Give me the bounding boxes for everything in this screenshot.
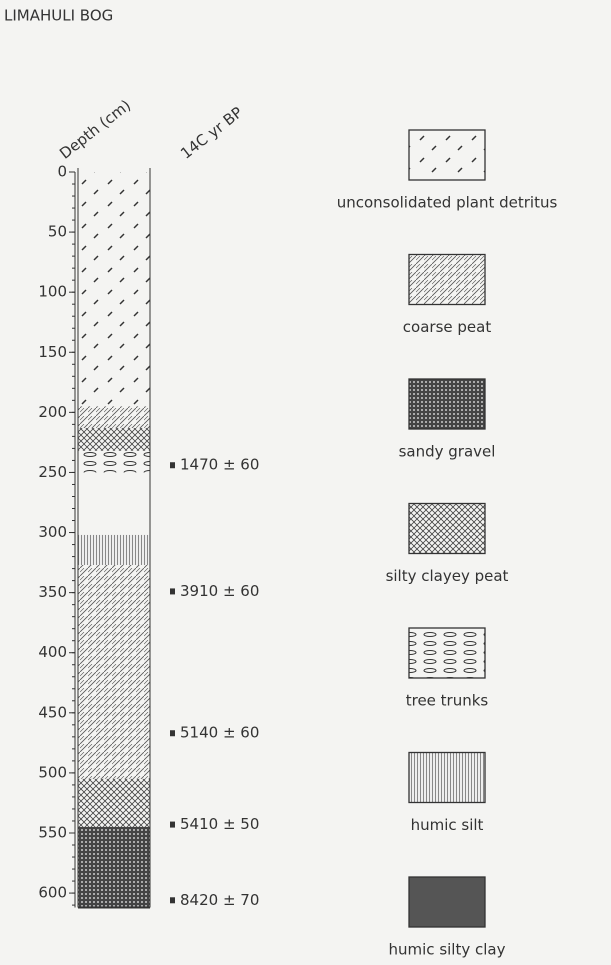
layer (78, 535, 150, 565)
legend-swatch (409, 504, 485, 554)
y-tick-label: 50 (48, 223, 67, 241)
legend-label: silty clayey peat (386, 567, 509, 585)
y-tick-label: 300 (38, 523, 67, 541)
date-label: 1470 ± 60 (180, 456, 259, 474)
legend-label: coarse peat (403, 318, 492, 336)
y-tick-label: 600 (38, 884, 67, 902)
y-tick-label: 0 (57, 163, 67, 181)
y-tick-label: 200 (38, 403, 67, 421)
legend-swatch (409, 753, 485, 803)
legend-label: humic silt (411, 816, 484, 834)
date-marker (170, 588, 175, 594)
date-label: 3910 ± 60 (180, 582, 259, 600)
title: LIMAHULI BOG (4, 7, 113, 25)
y-axis-label: Depth (cm) (56, 96, 134, 163)
y-tick-label: 500 (38, 763, 67, 781)
legend-swatch (409, 130, 485, 180)
legend-swatch (409, 628, 485, 678)
y-tick-label: 150 (38, 343, 67, 361)
date-label: 5140 ± 60 (180, 724, 259, 742)
layer (78, 428, 150, 451)
legend-swatch (409, 255, 485, 305)
date-marker (170, 462, 175, 468)
y-tick-label: 400 (38, 643, 67, 661)
y-tick-label: 350 (38, 583, 67, 601)
y-tick-label: 100 (38, 283, 67, 301)
y-tick-label: 550 (38, 823, 67, 841)
layer (78, 565, 150, 779)
layer (78, 451, 150, 473)
legend-label: unconsolidated plant detritus (337, 194, 558, 212)
legend-label: sandy gravel (399, 443, 496, 461)
date-marker (170, 822, 175, 828)
layer (78, 779, 150, 827)
legend-label: tree trunks (406, 692, 489, 710)
diagram: LIMAHULI BOG Depth (cm) 14C yr BP 0 50 100… (0, 0, 611, 965)
y-tick-label: 450 (38, 703, 67, 721)
layer (78, 172, 150, 406)
date-marker (170, 730, 175, 736)
layer (78, 827, 150, 908)
y-tick-label: 250 (38, 463, 67, 481)
date-label: 8420 ± 70 (180, 891, 259, 909)
date-label: 5410 ± 50 (180, 815, 259, 833)
legend-swatch (409, 379, 485, 429)
legend-label: humic silty clay (389, 941, 506, 959)
legend-swatch (409, 877, 485, 927)
layer (78, 406, 150, 428)
date-axis-label: 14C yr BP (177, 103, 246, 162)
date-marker (170, 897, 175, 903)
